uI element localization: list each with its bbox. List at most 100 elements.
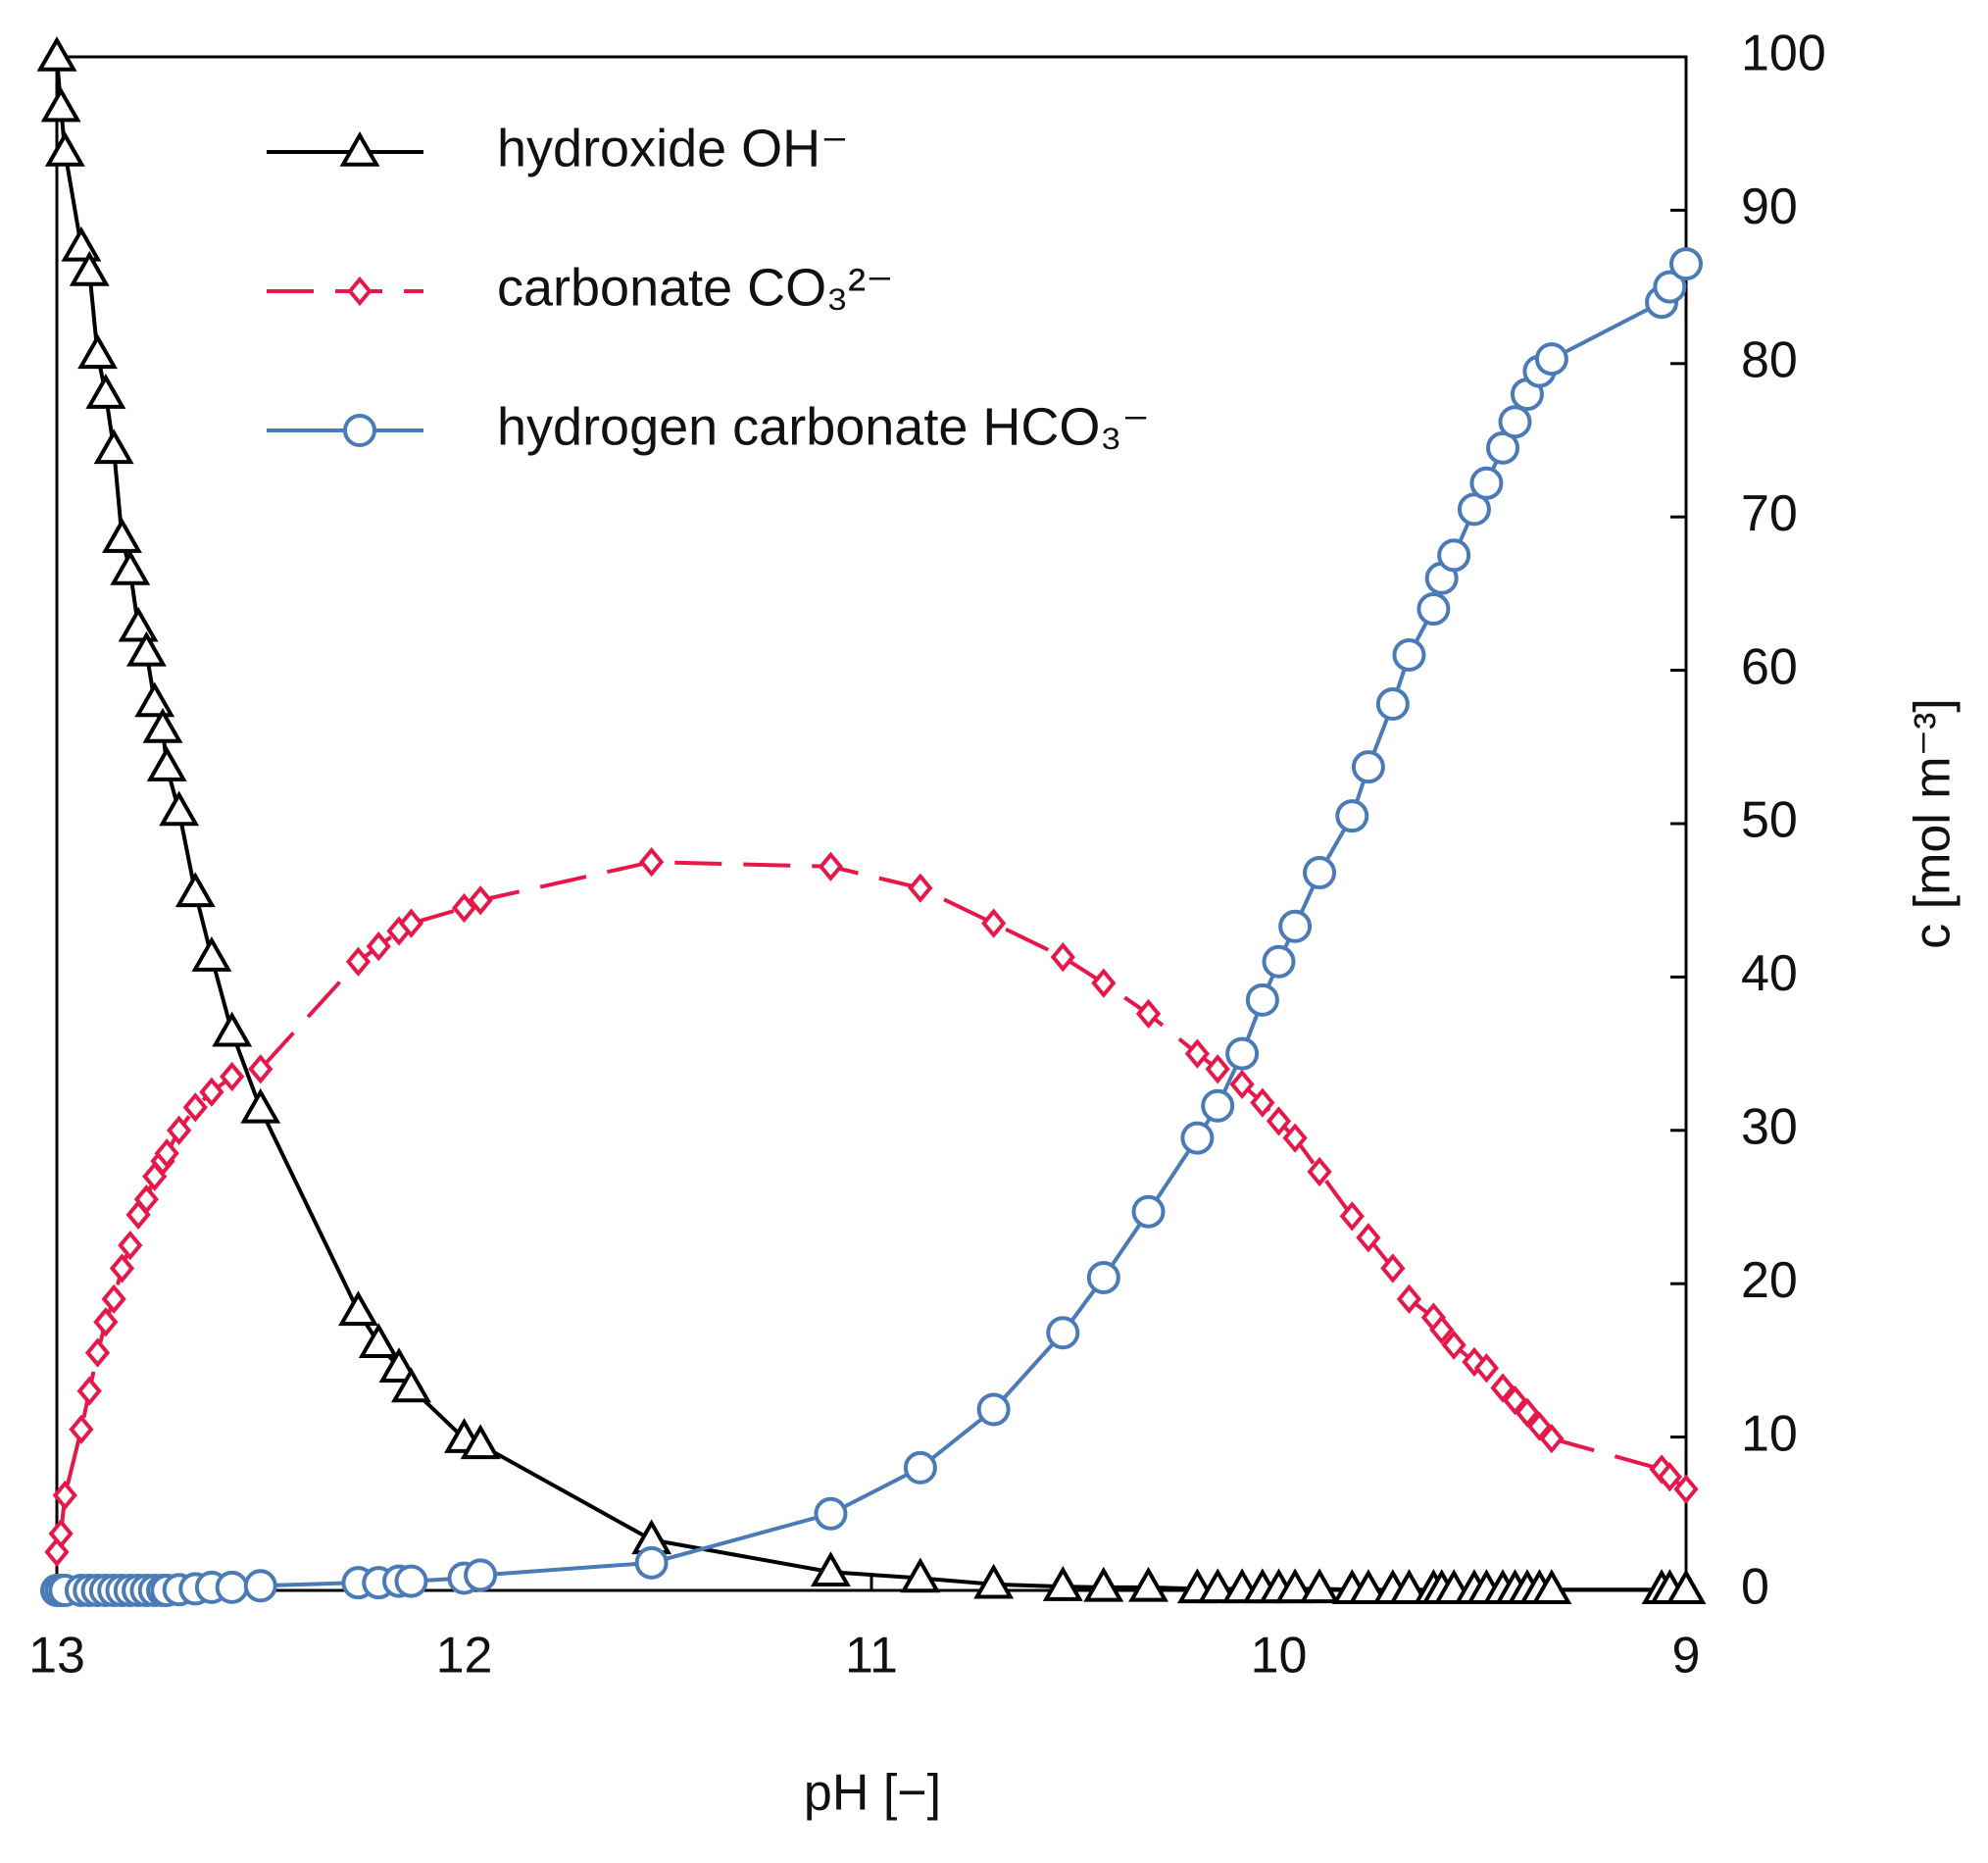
data-point — [900, 1557, 941, 1593]
data-point — [40, 86, 81, 123]
y-tick-label: 100 — [1741, 25, 1826, 82]
data-point — [394, 1564, 428, 1598]
data-point — [903, 1450, 937, 1485]
x-tick-label: 10 — [1251, 1628, 1308, 1685]
y-tick-label: 30 — [1741, 1099, 1798, 1156]
x-tick-label: 11 — [845, 1628, 898, 1685]
data-point — [976, 1392, 1011, 1427]
legend-marker — [339, 130, 380, 167]
data-point — [243, 1569, 277, 1603]
data-point — [1303, 856, 1337, 890]
data-point — [76, 1376, 102, 1406]
data-point — [1348, 1569, 1389, 1604]
data-point — [154, 1138, 179, 1169]
data-point — [146, 746, 187, 781]
data-point — [639, 846, 665, 878]
data-point — [1416, 592, 1451, 627]
data-point — [338, 1290, 378, 1327]
data-point — [133, 1184, 160, 1215]
data-point — [1526, 1411, 1553, 1441]
data-point — [391, 1367, 431, 1403]
data-point — [110, 549, 151, 585]
legend-label: carbonate CO₃²⁻ — [497, 258, 894, 317]
data-point — [1669, 247, 1703, 281]
data-point — [1375, 687, 1410, 722]
data-point — [358, 1323, 399, 1358]
data-point — [102, 518, 142, 553]
data-point — [167, 1115, 192, 1145]
data-point — [1205, 1054, 1230, 1084]
data-point — [451, 892, 477, 924]
data-point — [1441, 1330, 1466, 1360]
data-point — [1131, 1194, 1166, 1229]
data-point — [191, 936, 232, 972]
data-point — [69, 250, 110, 286]
data-point — [134, 681, 175, 718]
data-point — [1531, 1569, 1572, 1604]
data-point — [1539, 1424, 1565, 1454]
data-point — [215, 1570, 249, 1604]
data-point — [1515, 1397, 1540, 1428]
data-point — [52, 1480, 77, 1511]
data-point — [118, 606, 159, 642]
data-point — [199, 1077, 224, 1107]
data-point — [1498, 405, 1532, 439]
y-tick-label: 90 — [1741, 178, 1798, 235]
data-point — [1299, 1568, 1340, 1604]
data-point — [1490, 1373, 1516, 1403]
legend-marker — [343, 414, 376, 447]
y-axis-label: c [mol m⁻³] — [1905, 698, 1962, 949]
legend-label: hydroxide OH⁻ — [497, 119, 849, 177]
series-line — [57, 262, 1688, 1592]
data-point — [61, 226, 102, 262]
series-line — [55, 860, 1688, 1553]
data-point — [1339, 1201, 1365, 1232]
data-point — [464, 1558, 498, 1592]
data-point — [1282, 1123, 1308, 1153]
data-point — [1225, 1036, 1260, 1071]
y-tick-label: 20 — [1741, 1252, 1798, 1309]
data-point — [1473, 1353, 1500, 1384]
data-point — [1278, 909, 1313, 943]
data-point — [1197, 1568, 1238, 1604]
data-point — [345, 946, 372, 977]
data-point — [93, 428, 134, 465]
data-point — [142, 708, 183, 743]
data-point — [1128, 1566, 1168, 1602]
data-point — [77, 333, 118, 370]
data-point — [125, 630, 167, 667]
x-tick-label: 13 — [28, 1628, 85, 1685]
data-point — [248, 1054, 273, 1084]
data-point — [1229, 1069, 1255, 1100]
data-point — [1184, 1038, 1211, 1069]
data-point — [1262, 944, 1296, 979]
data-point — [1050, 941, 1075, 973]
y-tick-label: 60 — [1741, 638, 1798, 695]
data-point — [460, 1424, 501, 1460]
data-point — [908, 873, 933, 903]
data-point — [1266, 1106, 1292, 1136]
data-point — [174, 872, 216, 908]
data-point — [1180, 1121, 1215, 1155]
data-point — [1392, 637, 1426, 672]
y-tick-label: 80 — [1741, 332, 1798, 389]
data-point — [1135, 998, 1162, 1030]
data-point — [48, 1519, 74, 1549]
data-point — [1245, 982, 1279, 1017]
data-point — [1274, 1568, 1316, 1604]
x-axis-label: pH [−] — [804, 1765, 941, 1822]
x-tick-label: 12 — [436, 1628, 493, 1685]
data-point — [1457, 492, 1491, 527]
data-point — [818, 851, 844, 881]
data-point — [1653, 270, 1687, 304]
data-point — [468, 885, 493, 916]
data-point — [973, 1563, 1015, 1599]
data-point — [1335, 799, 1369, 833]
data-point — [814, 1496, 848, 1531]
data-point — [1437, 538, 1471, 573]
data-point — [1502, 1385, 1528, 1416]
data-point — [1201, 1088, 1235, 1123]
data-point — [366, 931, 391, 962]
y-tick-label: 40 — [1741, 945, 1798, 1002]
